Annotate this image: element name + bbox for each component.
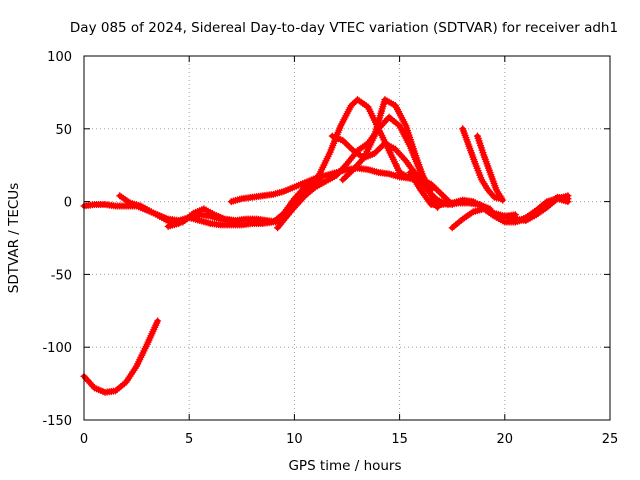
data-point <box>292 202 300 210</box>
series-arc-1 <box>80 317 162 396</box>
x-tick-label: 10 <box>286 432 303 447</box>
data-point <box>341 161 349 169</box>
chart-title: Day 085 of 2024, Sidereal Day-to-day VTE… <box>70 20 618 36</box>
data-point <box>295 190 303 198</box>
data-point <box>154 317 162 325</box>
data-point <box>293 191 301 199</box>
x-tick-label: 5 <box>185 432 193 447</box>
data-point <box>289 205 297 213</box>
data-point <box>292 193 300 201</box>
data-point <box>352 162 360 170</box>
data-point <box>355 159 363 167</box>
data-point <box>283 212 291 220</box>
data-point <box>286 208 294 216</box>
series-arc-13 <box>473 132 507 204</box>
data-point <box>349 166 357 174</box>
y-tick-label: 50 <box>55 123 72 138</box>
data-point <box>85 377 93 385</box>
data-point <box>357 157 365 165</box>
data-point <box>287 207 295 215</box>
data-point <box>396 150 404 158</box>
y-tick-label: 0 <box>64 196 72 211</box>
x-tick-label: 15 <box>391 432 408 447</box>
data-point <box>399 154 407 162</box>
data-point <box>340 163 348 171</box>
data-point <box>290 195 298 203</box>
y-tick-label: -150 <box>42 414 72 429</box>
series-arc-15 <box>511 193 572 226</box>
data-point <box>83 376 91 384</box>
data-point <box>499 196 507 204</box>
y-axis-label: SDTVAR / TECUs <box>6 183 22 293</box>
data-point <box>281 213 289 221</box>
data-point <box>89 382 97 390</box>
data-point <box>296 188 304 196</box>
data-point <box>338 165 346 173</box>
data-point <box>337 166 345 174</box>
series-group <box>80 96 572 396</box>
x-tick-label: 25 <box>602 432 619 447</box>
y-tick-label: -100 <box>42 341 72 356</box>
data-point <box>354 161 362 169</box>
data-point <box>381 118 389 126</box>
data-point <box>394 149 402 157</box>
data-point <box>284 210 292 218</box>
data-point <box>382 116 390 124</box>
data-point <box>295 198 303 206</box>
data-point <box>335 168 343 176</box>
ticks: 0 5 10 15 20 25 100 50 0 -50 -100 -150 <box>42 50 618 447</box>
y-tick-label: 100 <box>47 50 72 65</box>
x-tick-label: 0 <box>80 432 88 447</box>
series-line <box>81 318 161 395</box>
data-point <box>299 193 307 201</box>
data-point <box>290 203 298 211</box>
data-point <box>334 170 342 178</box>
plot-frame <box>83 55 611 421</box>
data-point <box>391 145 399 153</box>
series-arc-9 <box>339 96 441 211</box>
data-point <box>393 147 401 155</box>
data-point <box>280 215 288 223</box>
data-point <box>379 120 387 128</box>
data-point <box>88 381 96 389</box>
data-point <box>332 171 340 179</box>
y-tick-label: -50 <box>51 268 72 283</box>
data-point <box>296 197 304 205</box>
data-point <box>358 156 366 164</box>
data-point <box>298 186 306 194</box>
data-point <box>86 379 94 387</box>
data-point <box>293 200 301 208</box>
data-point <box>82 374 90 382</box>
data-point <box>351 164 359 172</box>
x-tick-label: 20 <box>497 432 514 447</box>
data-point <box>564 195 572 203</box>
data-point <box>397 152 405 160</box>
data-point <box>298 195 306 203</box>
x-axis-label: GPS time / hours <box>288 458 401 474</box>
